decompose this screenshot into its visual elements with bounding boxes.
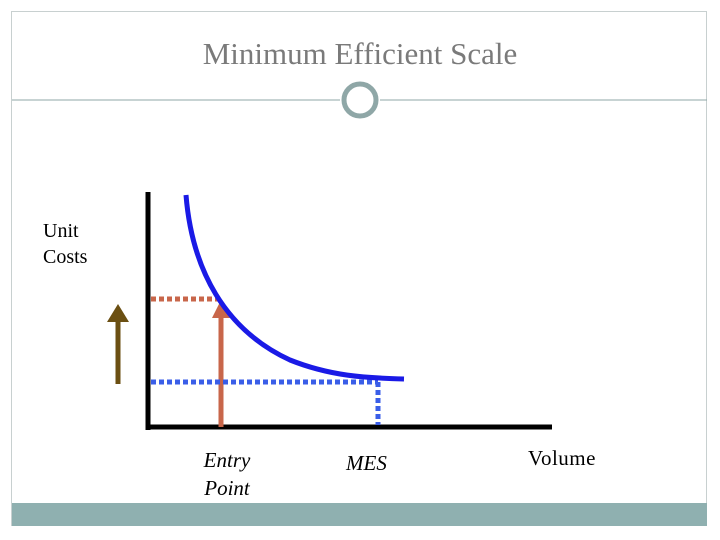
entry-arrow-icon: [212, 300, 230, 318]
page-title: Minimum Efficient Scale: [202, 36, 518, 71]
footer-bar: [12, 503, 707, 526]
up-arrow-icon: [107, 304, 129, 322]
ring-icon: [341, 81, 379, 119]
y-axis-label-line1: Unit: [43, 220, 79, 242]
mes-label: MES: [346, 451, 387, 475]
entry-point-label: Entry Point: [196, 446, 258, 502]
entry-label-line2: Point: [204, 476, 250, 500]
unit-cost-curve: [183, 194, 405, 382]
x-axis-label: Volume: [528, 446, 596, 470]
entry-label-line1: Entry: [203, 448, 251, 472]
y-axis-label-line2: Costs: [43, 246, 88, 268]
y-axis-label: Unit Costs: [43, 218, 87, 270]
